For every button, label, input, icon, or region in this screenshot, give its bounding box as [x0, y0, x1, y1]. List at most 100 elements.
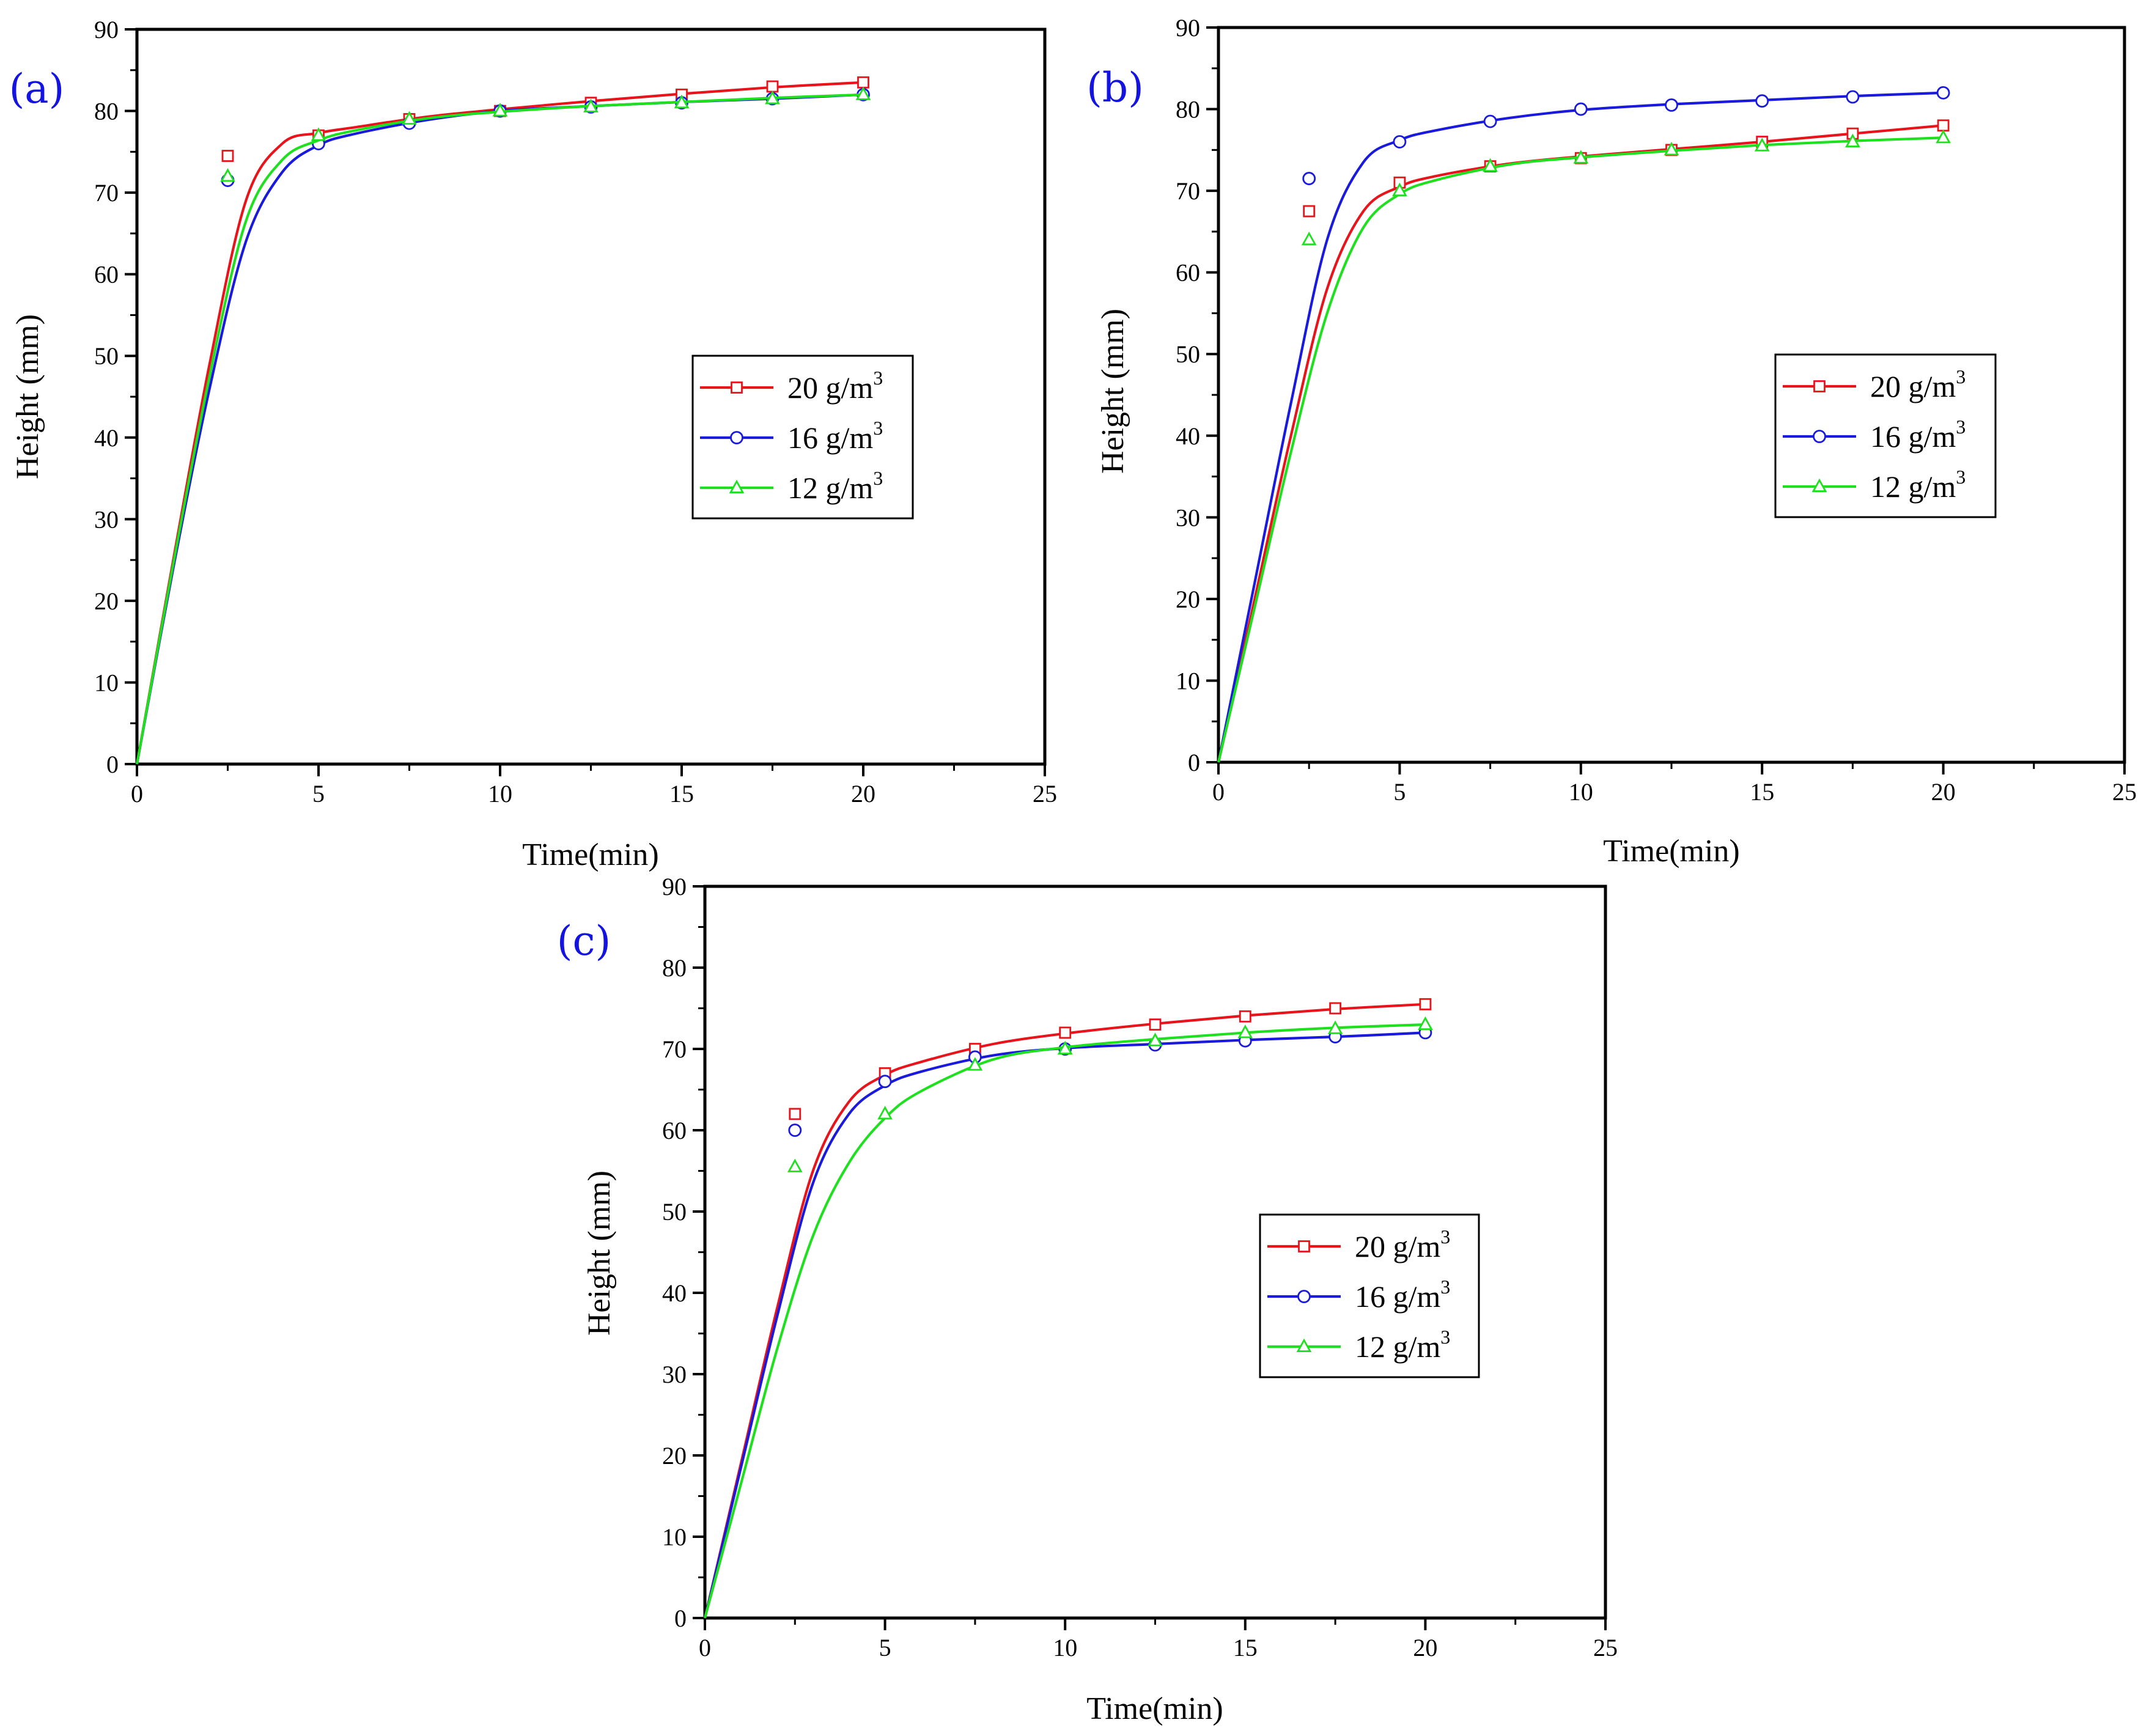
legend-label-s16: 16 g/m3: [1870, 416, 1966, 454]
data-point-s20-6: [1329, 1002, 1342, 1015]
legend-marker-s16: [1297, 1290, 1311, 1303]
y-tick-label: 90: [94, 16, 119, 43]
x-tick-label: 10: [488, 780, 512, 807]
y-tick-label: 30: [1176, 504, 1200, 531]
data-point-s12-7: [1418, 1016, 1433, 1031]
y-tick-label: 80: [1176, 96, 1200, 123]
x-tick-label: 25: [2112, 778, 2137, 806]
legend-text: 12 g/m: [1870, 469, 1956, 504]
data-point-s12-1: [1392, 182, 1407, 197]
data-point-s12-3: [492, 103, 508, 117]
x-tick-label: 5: [879, 1634, 891, 1661]
legend-marker-s16: [730, 431, 743, 444]
legend-text: 12 g/m: [1355, 1330, 1440, 1364]
panel-label: (b): [1086, 64, 1144, 111]
y-tick-label: 90: [662, 873, 687, 900]
x-axis-title: Time(min): [1603, 834, 1739, 869]
x-tick-label: 15: [669, 780, 694, 807]
y-tick-label: 40: [662, 1279, 687, 1307]
legend-marker-s20: [731, 381, 743, 394]
data-point-s16-1: [878, 1075, 892, 1089]
y-tick-label: 70: [1176, 177, 1200, 205]
legend-marker-s12: [1296, 1338, 1312, 1352]
data-point-s12-6: [1845, 133, 1860, 147]
series-s12: [135, 86, 871, 765]
legend-superscript: 3: [1956, 416, 1966, 438]
y-tick-label: 30: [94, 506, 119, 533]
legend-superscript: 3: [873, 367, 883, 389]
y-axis-title: Height (mm): [1096, 309, 1130, 474]
legend-marker-s12: [1811, 478, 1827, 492]
legend-superscript: 3: [1956, 466, 1966, 488]
x-tick-label: 25: [1593, 1634, 1618, 1661]
y-tick-label: 40: [94, 424, 119, 452]
y-tick-label: 10: [1176, 667, 1200, 694]
legend-text: 16 g/m: [787, 421, 873, 455]
legend-text: 12 g/m: [787, 471, 873, 505]
x-tick-label: 20: [1931, 778, 1956, 806]
y-tick-label: 20: [1176, 586, 1200, 613]
legend-label-s20: 20 g/m3: [1870, 366, 1966, 403]
x-tick-label: 20: [851, 780, 875, 807]
legend-marker-s12: [729, 479, 745, 493]
y-tick-label: 70: [94, 179, 119, 207]
data-point-s12-6: [765, 90, 780, 105]
x-axis-title: Time(min): [522, 837, 658, 872]
data-point-s12-1: [877, 1106, 893, 1120]
data-point-s20-0: [789, 1108, 801, 1120]
data-point-s12-3: [1573, 150, 1589, 164]
y-tick-label: 10: [94, 669, 119, 696]
data-point-s20-0: [1303, 205, 1316, 218]
legend-marker-s16: [1813, 430, 1826, 443]
y-tick-label: 30: [662, 1361, 687, 1388]
data-point-s12-0: [1301, 231, 1317, 246]
legend-label-s12: 12 g/m3: [787, 467, 883, 505]
data-point-s16-5: [1755, 94, 1769, 108]
y-tick-label: 80: [94, 98, 119, 125]
x-tick-label: 10: [1053, 1634, 1077, 1661]
data-point-s12-4: [583, 98, 599, 112]
legend-text: 20 g/m: [1355, 1229, 1440, 1263]
data-point-s20-3: [1059, 1026, 1072, 1039]
data-point-s20-4: [1149, 1018, 1162, 1031]
y-axis-title: Height (mm): [582, 1171, 617, 1336]
x-axis-title: Time(min): [1086, 1691, 1223, 1726]
legend-text: 20 g/m: [1870, 369, 1956, 403]
data-point-s20-7: [1937, 119, 1950, 132]
y-tick-label: 70: [662, 1035, 687, 1063]
y-tick-label: 50: [662, 1198, 687, 1226]
legend-label-s16: 16 g/m3: [1355, 1276, 1450, 1314]
series-s12: [703, 1016, 1433, 1619]
legend-text: 16 g/m: [1355, 1279, 1440, 1314]
x-tick-label: 0: [131, 780, 143, 807]
legend-label-s12: 12 g/m3: [1355, 1326, 1450, 1364]
data-point-s12-5: [674, 94, 690, 109]
y-tick-label: 60: [94, 261, 119, 289]
y-tick-label: 40: [1176, 422, 1200, 450]
y-tick-label: 60: [1176, 259, 1200, 287]
data-point-s20-5: [1239, 1010, 1251, 1023]
legend-text: 20 g/m: [787, 370, 873, 405]
chart-panel-b: 0 5 10 15 20 25 0 10 20 30 40 50 60 70 80 90 Time(min) He…: [1086, 14, 2137, 869]
data-point-s12-0: [220, 168, 235, 182]
data-point-s12-2: [967, 1057, 983, 1071]
data-point-s16-7: [1936, 86, 1950, 100]
y-tick-label: 20: [94, 587, 119, 615]
chart-panel-c: 0 5 10 15 20 25 0 10 20 30 40 50 60 70 80 90 Time(min) He…: [557, 873, 1618, 1726]
legend-superscript: 3: [873, 467, 883, 489]
data-point-s16-0: [1302, 172, 1316, 185]
y-tick-label: 60: [662, 1117, 687, 1144]
data-point-s12-3: [1057, 1040, 1073, 1054]
y-tick-label: 20: [662, 1442, 687, 1469]
legend-superscript: 3: [1440, 1326, 1450, 1348]
data-point-s12-7: [1936, 129, 1951, 144]
y-tick-label: 50: [94, 342, 119, 370]
legend-superscript: 3: [1440, 1226, 1450, 1248]
data-point-s12-4: [1664, 141, 1679, 156]
data-point-s12-6: [1327, 1020, 1343, 1034]
data-point-s12-7: [855, 86, 871, 100]
